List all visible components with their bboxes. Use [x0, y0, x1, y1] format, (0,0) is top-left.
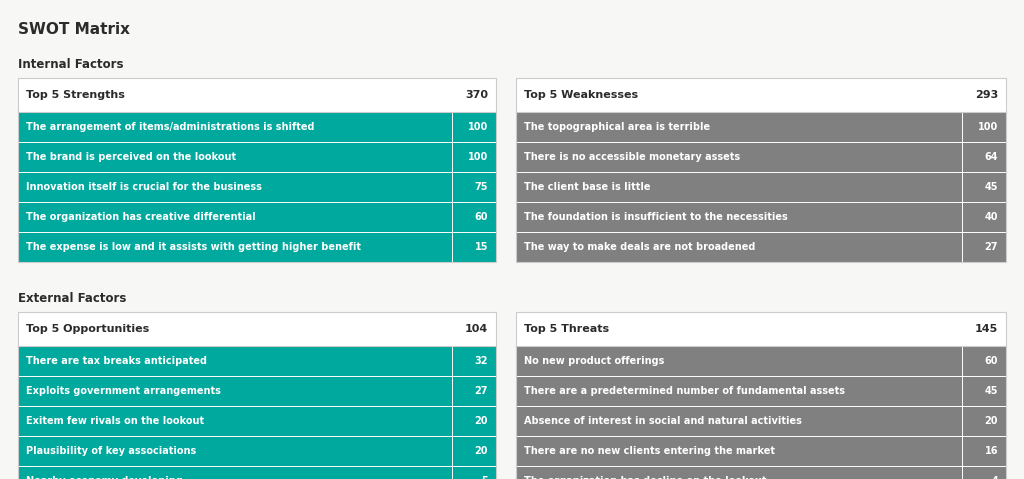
Text: Top 5 Weaknesses: Top 5 Weaknesses [524, 90, 638, 100]
Text: 293: 293 [975, 90, 998, 100]
Bar [18, 346, 496, 376]
Text: The foundation is insufficient to the necessities: The foundation is insufficient to the ne… [524, 212, 787, 222]
Text: The topographical area is terrible: The topographical area is terrible [524, 122, 710, 132]
Text: Exitem few rivals on the lookout: Exitem few rivals on the lookout [26, 416, 204, 426]
Bar [18, 142, 496, 172]
Text: The arrangement of items/administrations is shifted: The arrangement of items/administrations… [26, 122, 314, 132]
Text: SWOT Matrix: SWOT Matrix [18, 22, 130, 37]
Text: 32: 32 [474, 356, 488, 366]
Bar [516, 112, 1006, 142]
Text: 15: 15 [474, 242, 488, 252]
Bar [516, 202, 1006, 232]
Text: 75: 75 [474, 182, 488, 192]
Text: There are a predetermined number of fundamental assets: There are a predetermined number of fund… [524, 386, 845, 396]
Text: Plausibility of key associations: Plausibility of key associations [26, 446, 197, 456]
Text: Nearby economy developing: Nearby economy developing [26, 476, 182, 479]
Text: 20: 20 [474, 416, 488, 426]
Text: 20: 20 [474, 446, 488, 456]
Bar [516, 142, 1006, 172]
Text: No new product offerings: No new product offerings [524, 356, 665, 366]
Bar [516, 78, 1006, 262]
Bar [18, 376, 496, 406]
Text: Top 5 Opportunities: Top 5 Opportunities [26, 324, 150, 334]
Bar [18, 466, 496, 479]
Bar [516, 376, 1006, 406]
Bar [516, 172, 1006, 202]
Text: Top 5 Strengths: Top 5 Strengths [26, 90, 125, 100]
Text: 100: 100 [468, 152, 488, 162]
Bar [516, 406, 1006, 436]
Text: The expense is low and it assists with getting higher benefit: The expense is low and it assists with g… [26, 242, 361, 252]
Text: The way to make deals are not broadened: The way to make deals are not broadened [524, 242, 756, 252]
Text: Top 5 Threats: Top 5 Threats [524, 324, 609, 334]
Text: 370: 370 [465, 90, 488, 100]
Text: Exploits government arrangements: Exploits government arrangements [26, 386, 221, 396]
Text: The organization has creative differential: The organization has creative differenti… [26, 212, 256, 222]
Text: External Factors: External Factors [18, 292, 126, 305]
Text: 100: 100 [468, 122, 488, 132]
Text: Absence of interest in social and natural activities: Absence of interest in social and natura… [524, 416, 802, 426]
Bar [516, 232, 1006, 262]
Text: There are tax breaks anticipated: There are tax breaks anticipated [26, 356, 207, 366]
Text: 27: 27 [984, 242, 998, 252]
Bar [516, 436, 1006, 466]
Text: The client base is little: The client base is little [524, 182, 650, 192]
Bar [18, 112, 496, 142]
Text: 16: 16 [984, 446, 998, 456]
Text: The organization has decline on the lookout: The organization has decline on the look… [524, 476, 767, 479]
Text: 4: 4 [991, 476, 998, 479]
Text: There are no new clients entering the market: There are no new clients entering the ma… [524, 446, 775, 456]
Bar [516, 312, 1006, 346]
Text: There is no accessible monetary assets: There is no accessible monetary assets [524, 152, 740, 162]
Bar [516, 466, 1006, 479]
Bar [516, 312, 1006, 479]
Text: 145: 145 [975, 324, 998, 334]
Text: 60: 60 [474, 212, 488, 222]
Bar [18, 312, 496, 346]
Bar [18, 312, 496, 479]
Text: Innovation itself is crucial for the business: Innovation itself is crucial for the bus… [26, 182, 262, 192]
Text: 27: 27 [474, 386, 488, 396]
Text: 60: 60 [984, 356, 998, 366]
Bar [18, 78, 496, 112]
Text: 5: 5 [481, 476, 488, 479]
Bar [18, 172, 496, 202]
Bar [516, 78, 1006, 112]
Text: Internal Factors: Internal Factors [18, 58, 124, 71]
Text: 45: 45 [984, 386, 998, 396]
Bar [18, 436, 496, 466]
Text: 20: 20 [984, 416, 998, 426]
Bar [516, 346, 1006, 376]
Text: 64: 64 [984, 152, 998, 162]
Bar [18, 202, 496, 232]
Bar [18, 78, 496, 262]
Text: 100: 100 [978, 122, 998, 132]
Bar [18, 406, 496, 436]
Text: The brand is perceived on the lookout: The brand is perceived on the lookout [26, 152, 237, 162]
Text: 104: 104 [465, 324, 488, 334]
Text: 40: 40 [984, 212, 998, 222]
Bar [18, 232, 496, 262]
Text: 45: 45 [984, 182, 998, 192]
